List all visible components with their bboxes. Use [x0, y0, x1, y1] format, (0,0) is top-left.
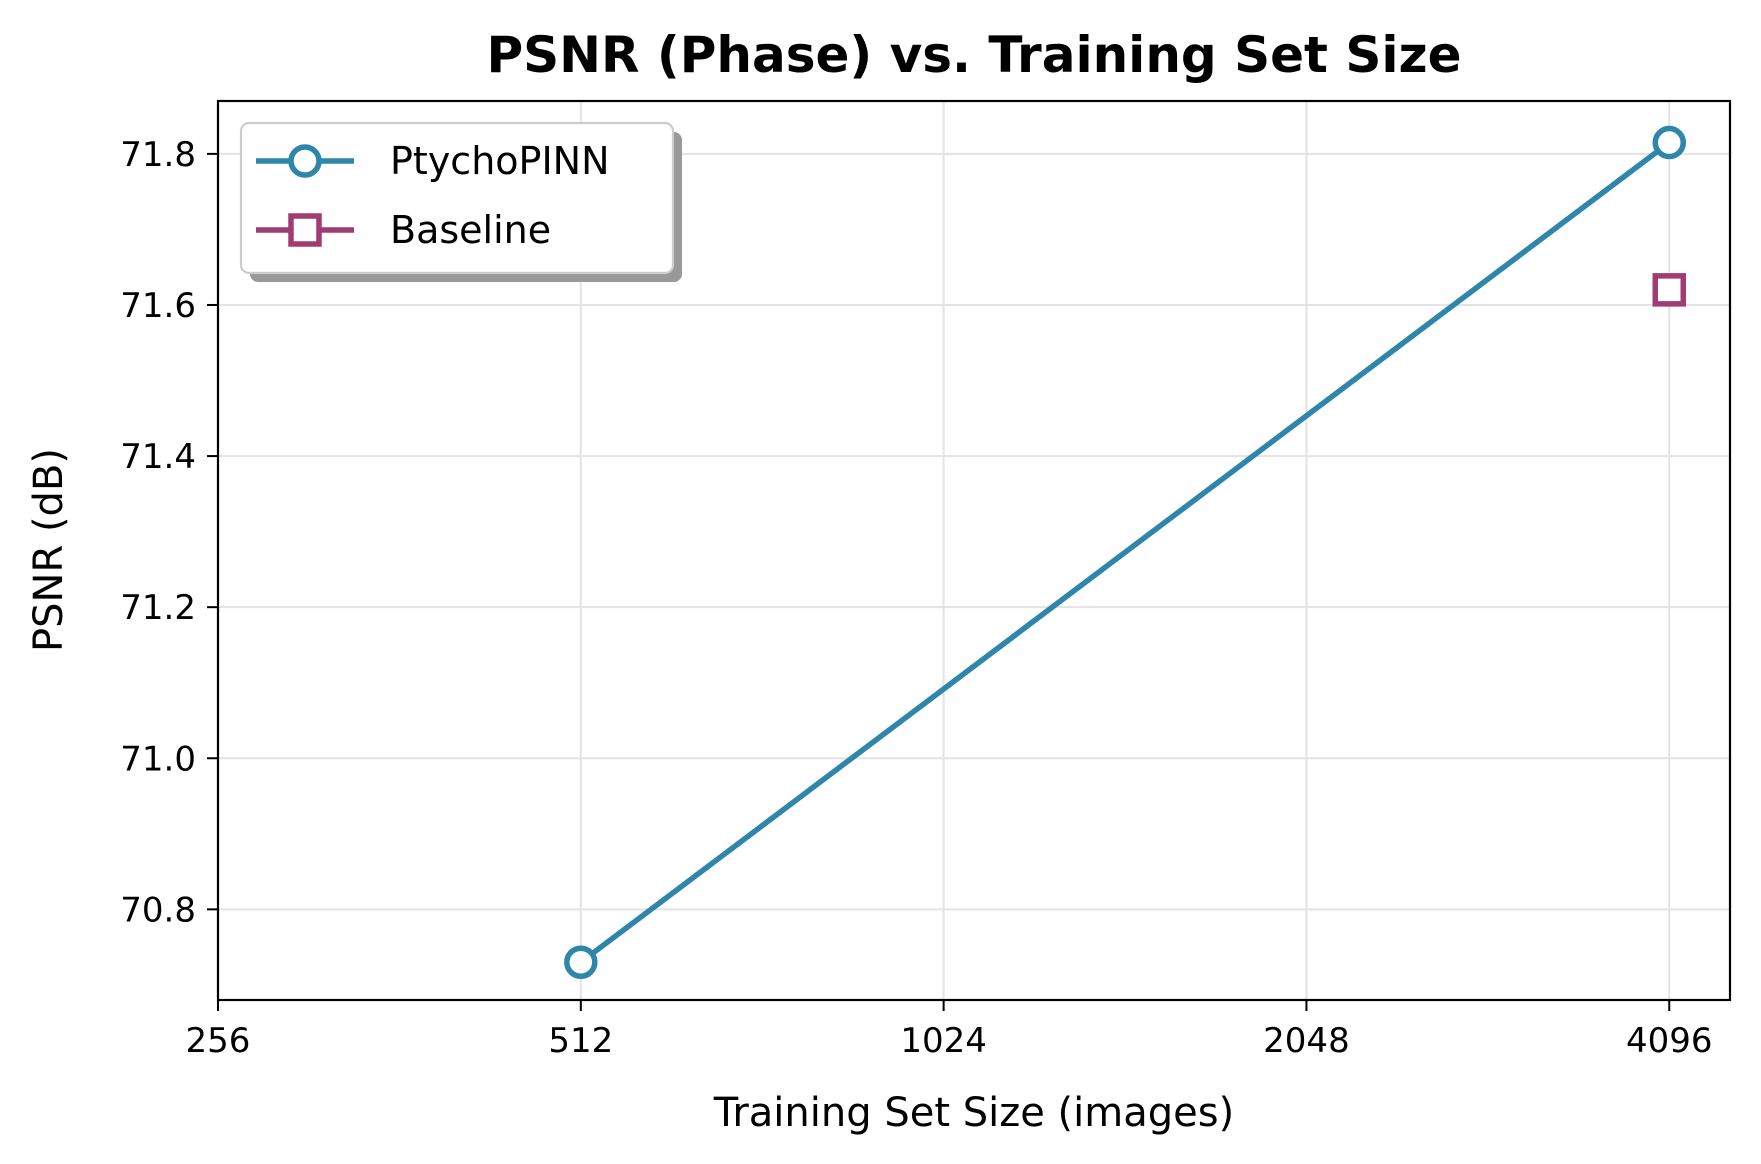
- ptychopinn-point: [564, 945, 598, 979]
- y-tick-label: 71.8: [120, 135, 196, 175]
- y-tick-label: 70.8: [120, 890, 196, 930]
- x-tick-label: 512: [548, 1021, 613, 1061]
- series-ptychopinn: [564, 125, 1687, 979]
- x-tick-label: 1024: [900, 1021, 987, 1061]
- legend-item-baseline: Baseline: [256, 208, 551, 252]
- baseline-point: [1652, 273, 1687, 307]
- legend-item-ptychopinn: PtychoPINN: [256, 139, 610, 183]
- legend: PtychoPINN Baseline: [239, 121, 682, 282]
- data-series: [564, 125, 1687, 979]
- x-tick-label: 256: [186, 1021, 251, 1061]
- y-tick-label: 71.0: [120, 739, 196, 779]
- ptychopinn-point: [1652, 125, 1687, 160]
- legend-label: Baseline: [390, 208, 551, 252]
- x-axis-label: Training Set Size (images): [713, 1090, 1234, 1136]
- ptychopinn-line: [579, 140, 1671, 965]
- y-tick-label: 71.4: [120, 437, 196, 477]
- x-tick-label: 2048: [1263, 1021, 1350, 1061]
- legend-label: PtychoPINN: [390, 139, 610, 183]
- y-tick-label: 71.6: [120, 286, 196, 326]
- legend-marker-circle: [288, 144, 322, 178]
- grid: [217, 101, 1730, 1000]
- chart-title: PSNR (Phase) vs. Training Set Size: [487, 26, 1462, 84]
- y-tick-label: 71.2: [120, 588, 196, 628]
- legend-marker-square: [288, 213, 322, 247]
- plot-frame: [216, 99, 1732, 1002]
- axis-ticks: 256 512 1024 2048 4096 70.8 71.0 71.2 71.4 71.6 71…: [120, 135, 1712, 1061]
- legend-items: PtychoPINN Baseline: [256, 139, 610, 252]
- x-tick-label: 4096: [1626, 1021, 1713, 1061]
- y-axis-label: PSNR (dB): [26, 448, 72, 652]
- series-baseline: [1652, 273, 1687, 307]
